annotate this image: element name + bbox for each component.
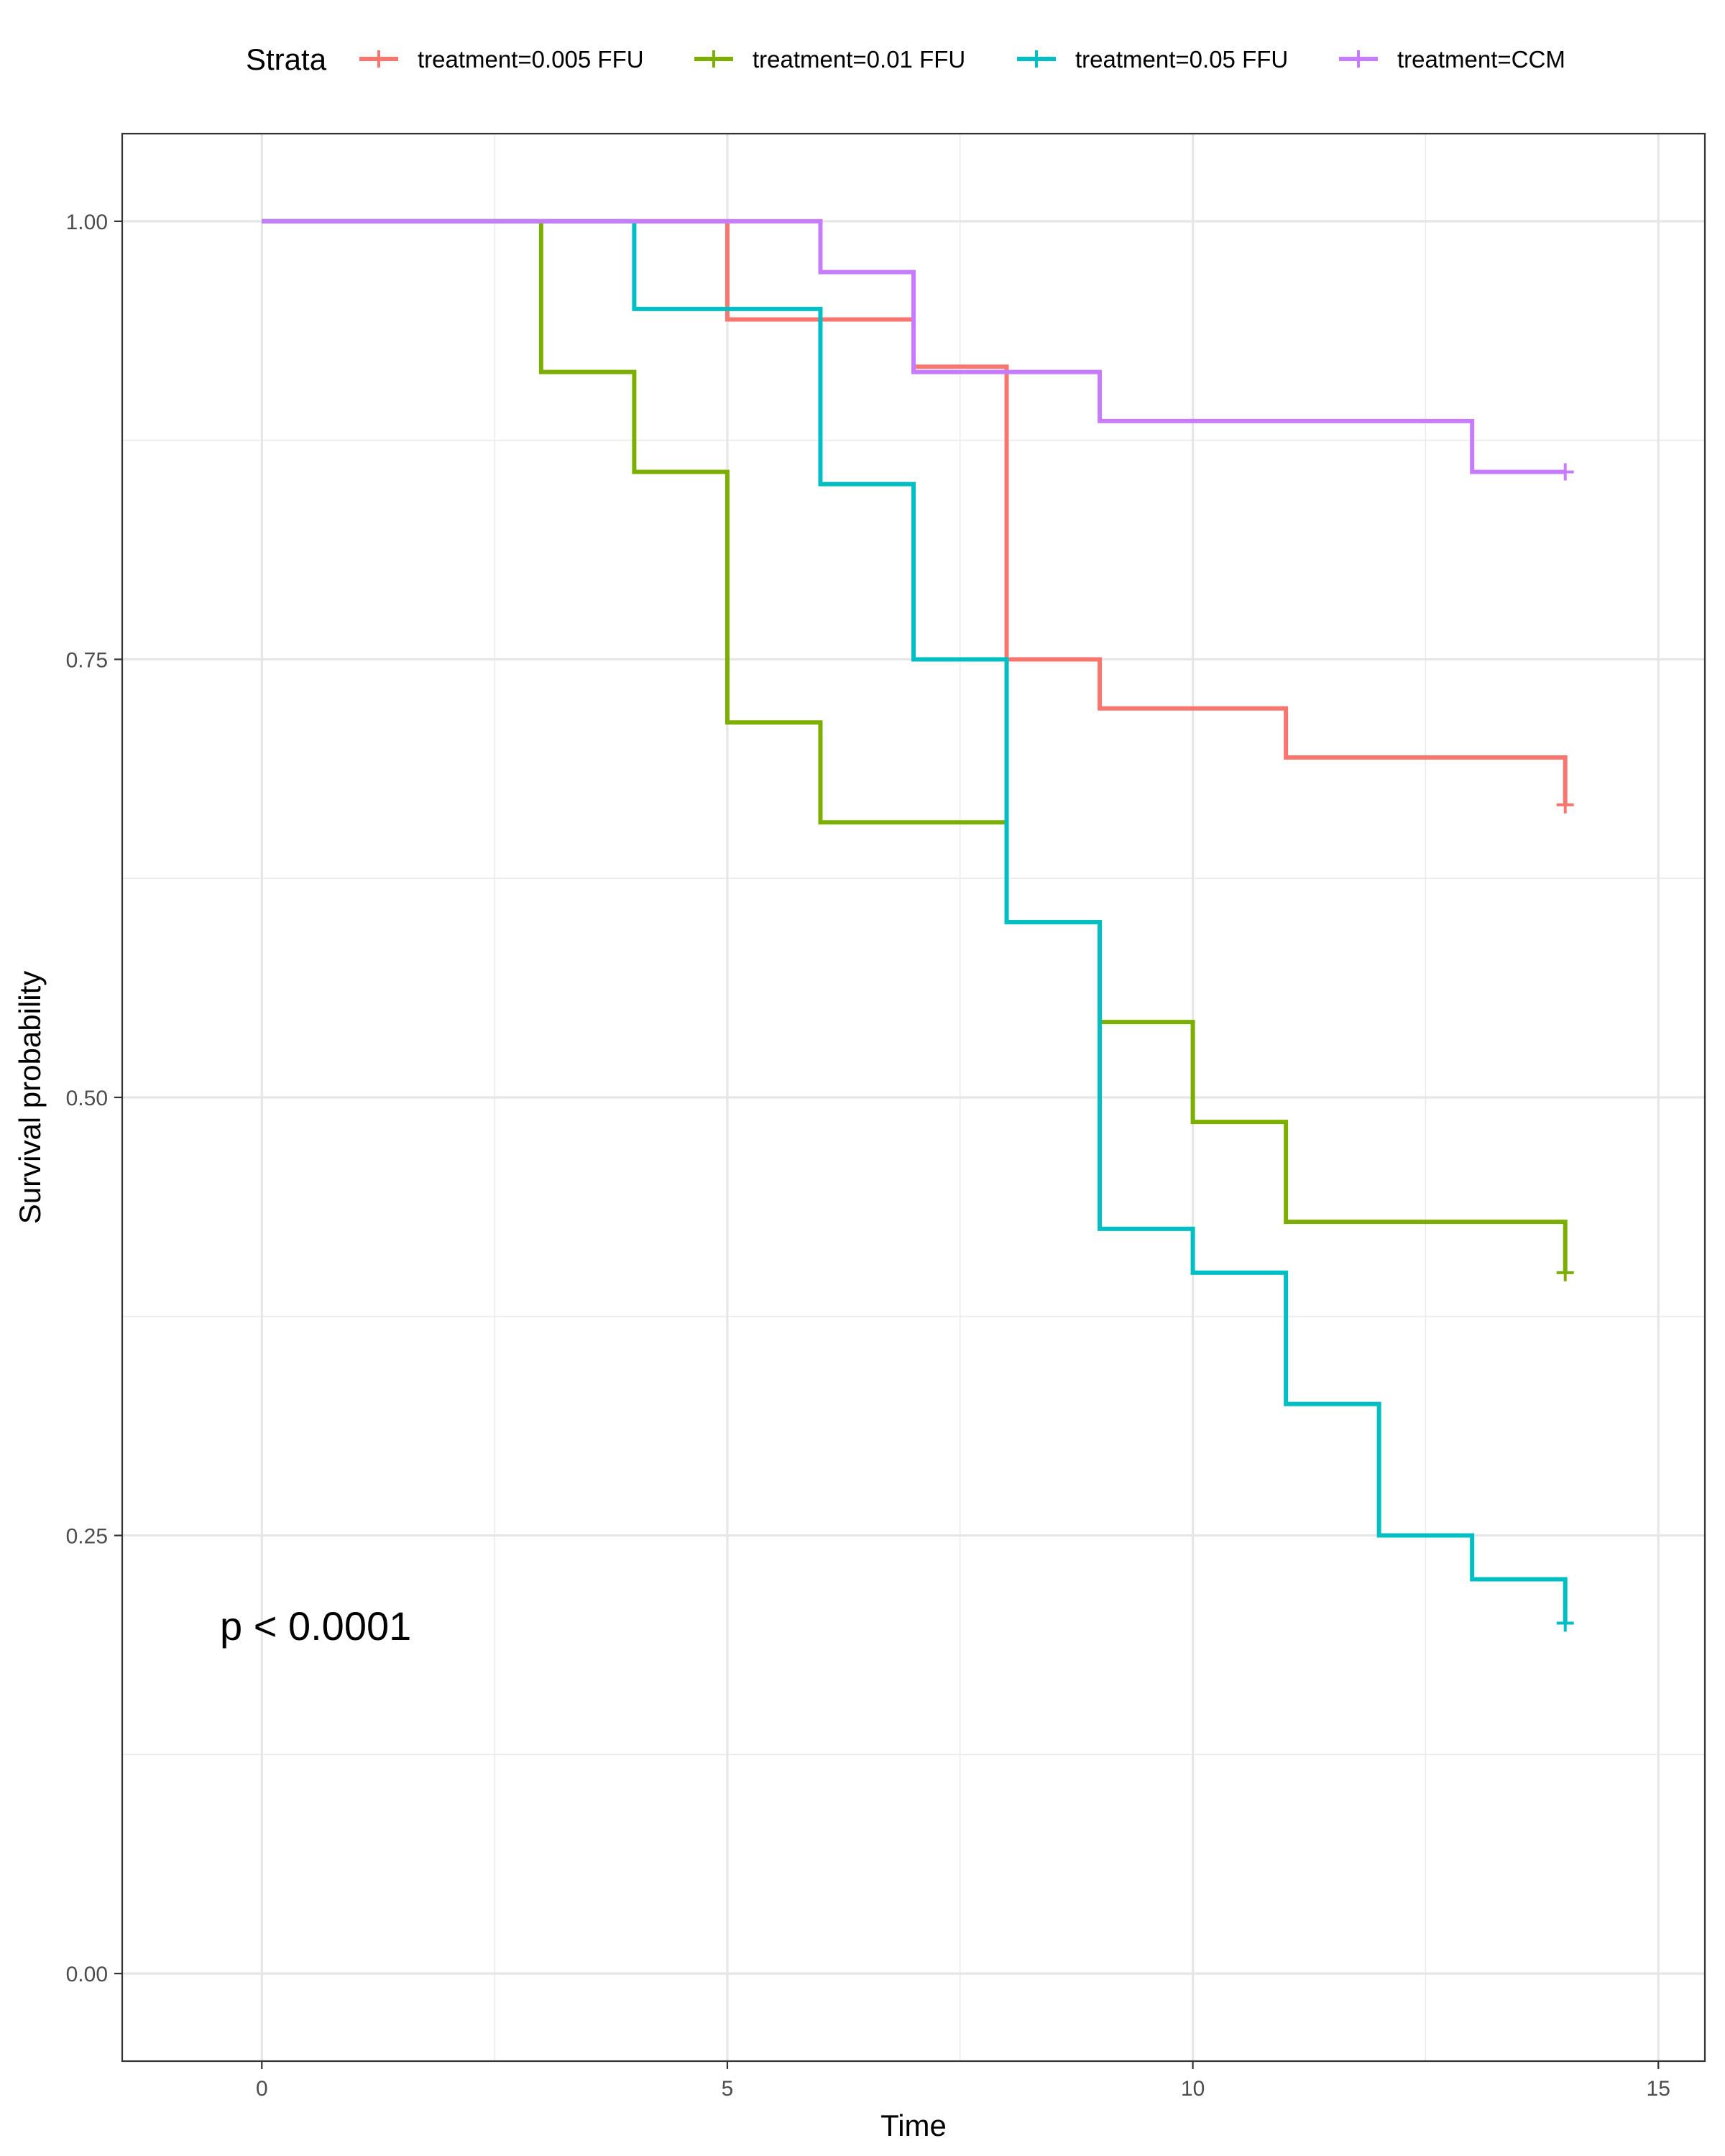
x-tick-label: 5: [722, 2077, 734, 2101]
legend-label: treatment=CCM: [1397, 46, 1565, 73]
x-axis-title: Time: [880, 2109, 947, 2142]
series-line-2: [262, 218, 1568, 1623]
legend-item-2: treatment=0.05 FFU: [1017, 46, 1288, 73]
y-tick-label: 1.00: [66, 211, 108, 234]
censor-mark-2: [1556, 1614, 1574, 1632]
legend-items: treatment=0.005 FFU treatment=0.01 FFU tre…: [359, 46, 1565, 73]
legend-title: Strata: [246, 42, 327, 76]
legend-item-3: treatment=CCM: [1339, 46, 1565, 73]
legend-item-0: treatment=0.005 FFU: [359, 46, 644, 73]
y-axis: 0.00 0.25 0.50 0.75 1.00: [66, 211, 122, 1986]
legend-label: treatment=0.05 FFU: [1075, 46, 1288, 73]
y-tick-label: 0.00: [66, 1963, 108, 1986]
x-tick-label: 0: [256, 2077, 268, 2101]
legend-label: treatment=0.005 FFU: [418, 46, 644, 73]
series-line-3: [262, 218, 1565, 474]
censor-mark-3: [1556, 463, 1574, 481]
legend: Strata treatment=0.005 FFU treatment=0.01…: [246, 42, 1565, 76]
y-tick-label: 0.25: [66, 1525, 108, 1549]
legend-label: treatment=0.01 FFU: [753, 46, 965, 73]
x-tick-label: 15: [1647, 2077, 1670, 2101]
p-value-annotation: p < 0.0001: [220, 1603, 411, 1649]
y-tick-label: 0.50: [66, 1087, 108, 1110]
censor-mark-0: [1556, 796, 1574, 814]
plot-panel: p < 0.0001: [121, 132, 1706, 2063]
censor-mark-1: [1556, 1263, 1574, 1281]
y-axis-title: Survival probability: [13, 971, 47, 1225]
series-layer: [262, 218, 1574, 1632]
x-axis: 0 5 10 15: [256, 2061, 1670, 2101]
legend-item-1: treatment=0.01 FFU: [694, 46, 965, 73]
y-tick-label: 0.75: [66, 648, 108, 672]
x-tick-label: 10: [1181, 2077, 1205, 2101]
